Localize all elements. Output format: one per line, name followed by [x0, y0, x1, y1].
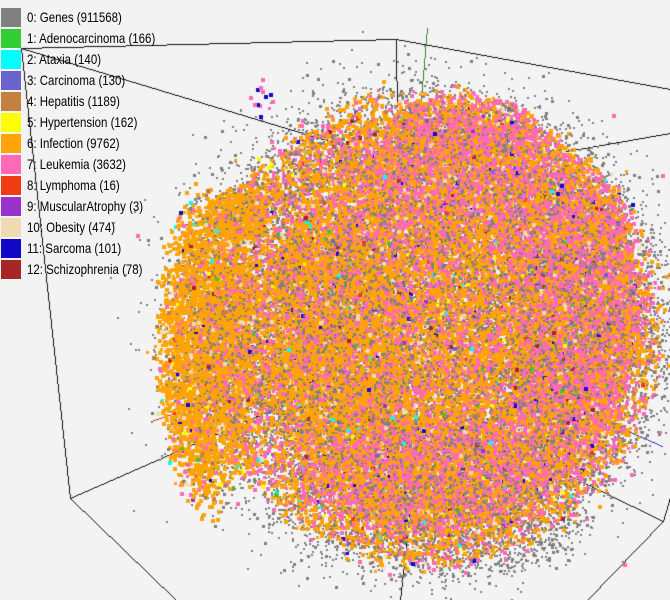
legend-label: 2: Ataxia (140): [27, 51, 102, 67]
legend-label: 10: Obesity (474): [27, 219, 116, 235]
legend-item: 6: Infection (9762): [1, 133, 140, 153]
legend-swatch: [1, 7, 21, 27]
legend-label: 11: Sarcoma (101): [27, 240, 122, 256]
legend-swatch: [1, 112, 21, 132]
legend-item: 5: Hypertension (162): [1, 112, 162, 132]
legend-swatch: [1, 217, 21, 237]
legend-swatch: [1, 133, 21, 153]
legend-swatch: [1, 70, 21, 90]
legend-label: 0: Genes (911568): [27, 9, 122, 25]
legend-label: 9: MuscularAtrophy (3): [27, 198, 144, 214]
legend-label: 12: Schizophrenia (78): [27, 261, 143, 277]
legend-label: 7: Leukemia (3632): [27, 156, 126, 172]
legend-label: 1: Adenocarcinoma (166): [27, 30, 156, 46]
legend-label: 4: Hepatitis (1189): [27, 93, 120, 109]
legend-item: 9: MuscularAtrophy (3): [1, 196, 169, 216]
legend-item: 11: Sarcoma (101): [1, 238, 142, 258]
legend-item: 12: Schizophrenia (78): [1, 259, 168, 279]
legend-item: 1: Adenocarcinoma (166): [1, 28, 183, 48]
legend-swatch: [1, 238, 21, 258]
legend-item: 3: Carcinoma (130): [1, 70, 147, 90]
legend-label: 8: Lymphoma (16): [27, 177, 120, 193]
legend-item: 2: Ataxia (140): [1, 49, 117, 69]
legend-item: 7: Leukemia (3632): [1, 154, 148, 174]
legend-item: 0: Genes (911568): [1, 7, 143, 27]
legend-label: 3: Carcinoma (130): [27, 72, 126, 88]
legend-item: 4: Hepatitis (1189): [1, 91, 140, 111]
legend-swatch: [1, 91, 21, 111]
legend-item: 8: Lymphoma (16): [1, 175, 140, 195]
legend-swatch: [1, 154, 21, 174]
legend-swatch: [1, 196, 21, 216]
legend-swatch: [1, 28, 21, 48]
legend-swatch: [1, 49, 21, 69]
legend-swatch: [1, 259, 21, 279]
legend-swatch: [1, 175, 21, 195]
legend-label: 5: Hypertension (162): [27, 114, 138, 130]
legend-item: 10: Obesity (474): [1, 217, 134, 237]
legend-label: 6: Infection (9762): [27, 135, 120, 151]
